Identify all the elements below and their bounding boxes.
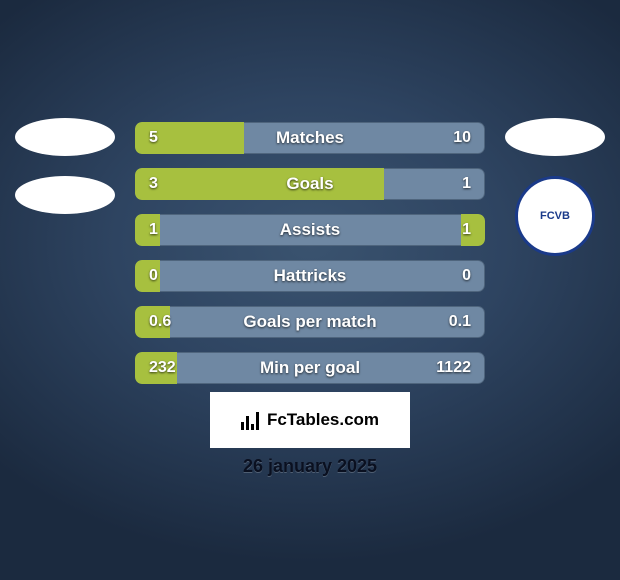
stat-label: Matches — [135, 128, 485, 148]
left-player-column — [10, 118, 120, 214]
player-photo-placeholder — [15, 118, 115, 156]
stat-row: 510Matches — [135, 122, 485, 154]
stat-label: Hattricks — [135, 266, 485, 286]
stat-label: Assists — [135, 220, 485, 240]
stat-label: Goals per match — [135, 312, 485, 332]
club-logo-fcvb: FCVB — [515, 176, 595, 256]
stat-row: 00Hattricks — [135, 260, 485, 292]
stat-label: Min per goal — [135, 358, 485, 378]
club-logo-placeholder — [15, 176, 115, 214]
stat-row: 2321122Min per goal — [135, 352, 485, 384]
stat-row: 31Goals — [135, 168, 485, 200]
stat-label: Goals — [135, 174, 485, 194]
brand-text: FcTables.com — [267, 410, 379, 430]
stat-row: 11Assists — [135, 214, 485, 246]
stats-comparison: 510Matches 31Goals 11Assists 00Hattricks 0.6… — [135, 122, 485, 398]
stat-row: 0.60.1Goals per match — [135, 306, 485, 338]
right-player-column: FCVB — [500, 118, 610, 256]
club-logo-text: FCVB — [540, 210, 570, 222]
fctables-logo-icon — [241, 410, 261, 430]
brand-watermark: FcTables.com — [210, 392, 410, 448]
player-photo-placeholder — [505, 118, 605, 156]
snapshot-date: 26 january 2025 — [0, 456, 620, 477]
